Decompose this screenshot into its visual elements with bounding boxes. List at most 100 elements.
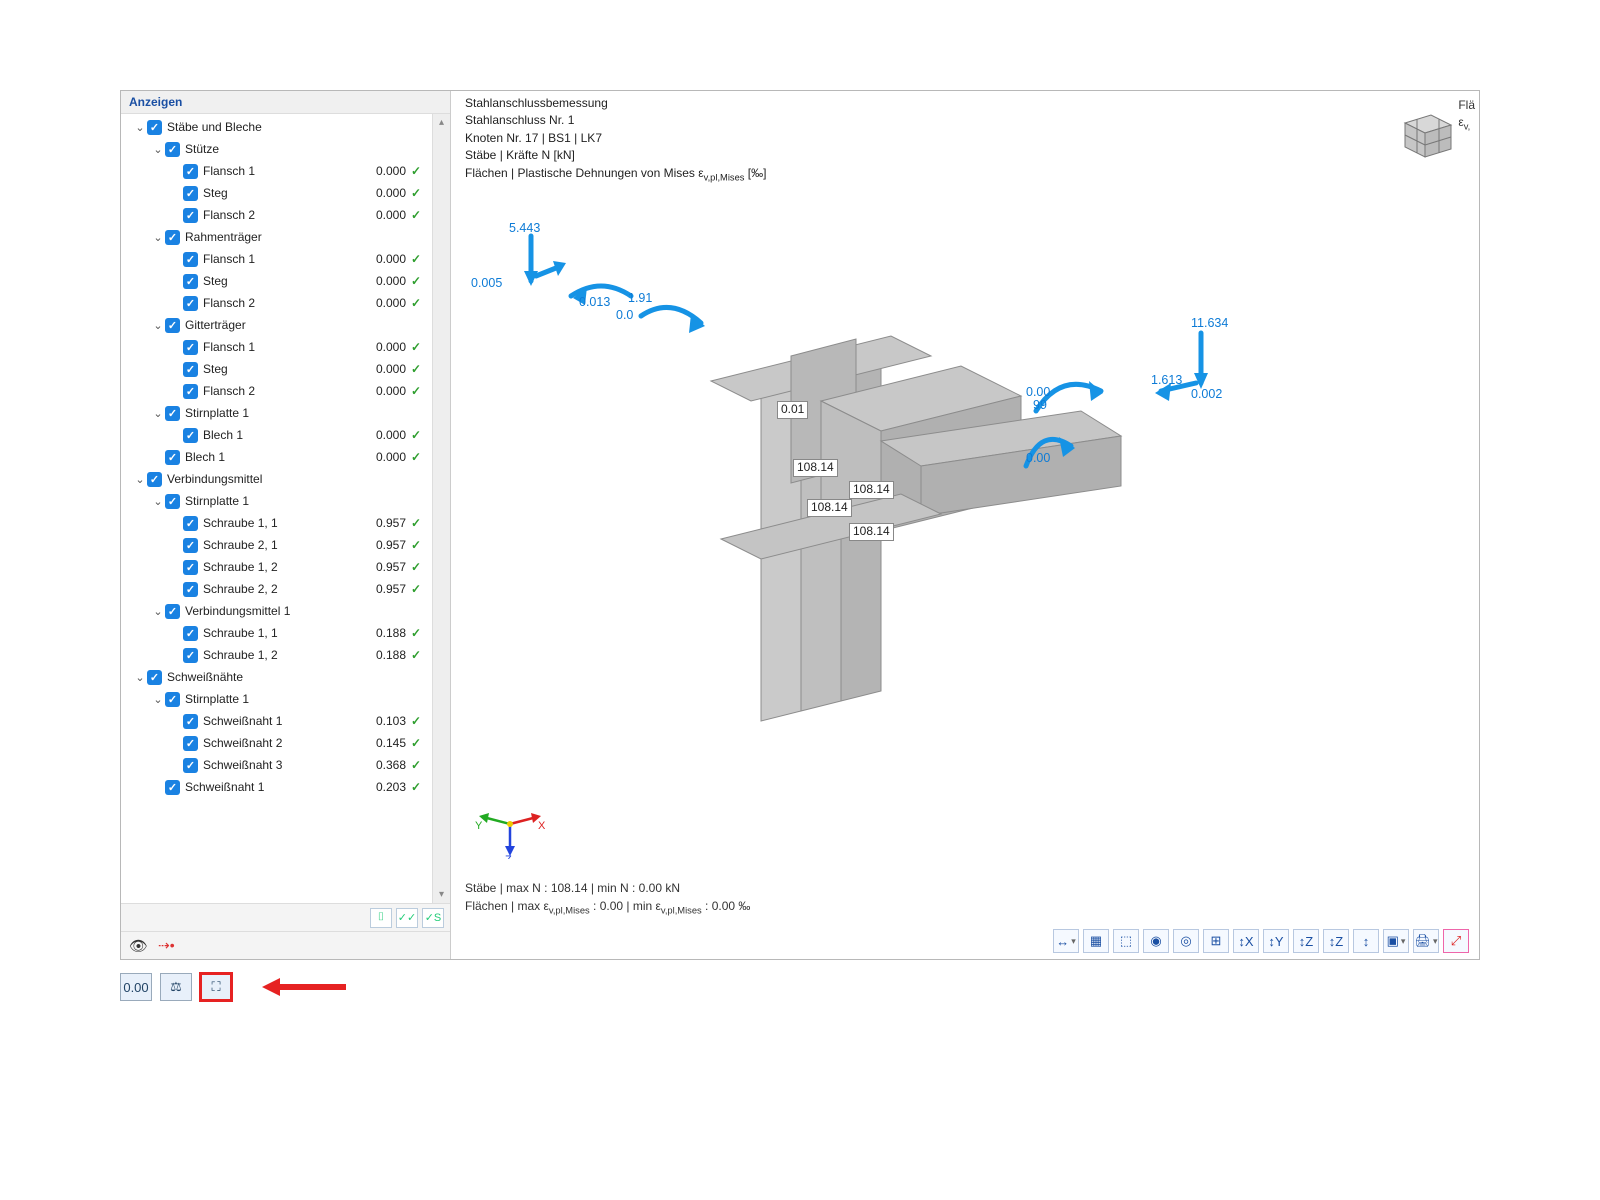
expand-chevron-icon[interactable]: ⌄ [151, 693, 165, 706]
visibility-checkbox[interactable] [165, 692, 180, 707]
tree-row[interactable]: ⌄Verbindungsmittel [125, 468, 432, 490]
viewport-tool-button[interactable]: ▣ [1383, 929, 1409, 953]
sidebar-tool-1[interactable]: ⌷ [370, 908, 392, 928]
visibility-checkbox[interactable] [183, 648, 198, 663]
visibility-checkbox[interactable] [165, 450, 180, 465]
visibility-checkbox[interactable] [183, 428, 198, 443]
expand-chevron-icon[interactable]: ⌄ [133, 671, 147, 684]
tree-row[interactable]: Schraube 2, 20.957✓ [125, 578, 432, 600]
tree-row[interactable]: Schraube 1, 20.188✓ [125, 644, 432, 666]
tree-row[interactable]: Steg0.000✓ [125, 270, 432, 292]
expand-chevron-icon[interactable]: ⌄ [151, 407, 165, 420]
visibility-checkbox[interactable] [183, 758, 198, 773]
expand-chevron-icon[interactable]: ⌄ [151, 231, 165, 244]
bottom-tab-3[interactable]: ⛶ [200, 973, 232, 1001]
visibility-checkbox[interactable] [165, 318, 180, 333]
visibility-checkbox[interactable] [183, 626, 198, 641]
tree-row[interactable]: Schraube 2, 10.957✓ [125, 534, 432, 556]
tree-row[interactable]: Steg0.000✓ [125, 358, 432, 380]
visibility-checkbox[interactable] [183, 164, 198, 179]
tree-row[interactable]: Schweißnaht 20.145✓ [125, 732, 432, 754]
visibility-checkbox[interactable] [147, 472, 162, 487]
tree-row[interactable]: Schraube 1, 10.957✓ [125, 512, 432, 534]
viewport-tool-button[interactable]: ◎ [1173, 929, 1199, 953]
viewport-tool-button[interactable]: 🖨 [1413, 929, 1439, 953]
viewport-tool-button[interactable]: ⊞ [1203, 929, 1229, 953]
tree-row[interactable]: Schweißnaht 10.203✓ [125, 776, 432, 798]
tree-row[interactable]: Blech 10.000✓ [125, 424, 432, 446]
visibility-checkbox[interactable] [183, 362, 198, 377]
visibility-checkbox[interactable] [183, 274, 198, 289]
tree-row[interactable]: ⌄Schweißnähte [125, 666, 432, 688]
visibility-checkbox[interactable] [165, 142, 180, 157]
tree-row[interactable]: Flansch 20.000✓ [125, 292, 432, 314]
bottom-tab-1[interactable]: 0.00 [120, 973, 152, 1001]
visibility-checkbox[interactable] [183, 340, 198, 355]
tree-row[interactable]: Flansch 10.000✓ [125, 160, 432, 182]
tree-row[interactable]: ⌄Stütze [125, 138, 432, 160]
tree-row[interactable]: ⌄Stirnplatte 1 [125, 490, 432, 512]
bottom-tab-2[interactable]: ⚖ [160, 973, 192, 1001]
visibility-checkbox[interactable] [183, 384, 198, 399]
tree-row[interactable]: ⌄Verbindungsmittel 1 [125, 600, 432, 622]
sidebar-tree[interactable]: ⌄Stäbe und Bleche⌄StützeFlansch 10.000✓S… [121, 114, 432, 903]
scroll-up-icon[interactable]: ▴ [439, 114, 444, 131]
tree-row[interactable]: Flansch 10.000✓ [125, 248, 432, 270]
viewport-tool-button[interactable]: ↕X [1233, 929, 1259, 953]
visibility-checkbox[interactable] [183, 538, 198, 553]
viewport-tool-button[interactable]: ▦ [1083, 929, 1109, 953]
viewport-tool-button[interactable]: ↕Z [1293, 929, 1319, 953]
tree-row[interactable]: Steg0.000✓ [125, 182, 432, 204]
visibility-checkbox[interactable] [165, 604, 180, 619]
visibility-checkbox[interactable] [183, 516, 198, 531]
expand-chevron-icon[interactable]: ⌄ [151, 143, 165, 156]
sidebar-tool-2[interactable]: ✓✓ [396, 908, 418, 928]
visibility-checkbox[interactable] [183, 208, 198, 223]
expand-chevron-icon[interactable]: ⌄ [151, 605, 165, 618]
tree-row[interactable]: ⌄Gitterträger [125, 314, 432, 336]
visibility-checkbox[interactable] [165, 780, 180, 795]
visibility-checkbox[interactable] [183, 560, 198, 575]
tree-row[interactable]: Flansch 20.000✓ [125, 380, 432, 402]
visibility-checkbox[interactable] [183, 736, 198, 751]
viewport-tool-button[interactable]: ↔ [1053, 929, 1079, 953]
pin-icon[interactable]: ⇢• [158, 937, 175, 954]
viewport-tool-button[interactable]: ↕Z [1323, 929, 1349, 953]
tree-row[interactable]: Blech 10.000✓ [125, 446, 432, 468]
tree-row[interactable]: ⌄Stirnplatte 1 [125, 402, 432, 424]
visibility-icon[interactable]: 👁 [129, 937, 148, 955]
scroll-down-icon[interactable]: ▾ [439, 886, 444, 903]
visibility-checkbox[interactable] [165, 406, 180, 421]
visibility-checkbox[interactable] [183, 296, 198, 311]
nav-cube[interactable] [1389, 103, 1459, 167]
tree-row[interactable]: ⌄Rahmenträger [125, 226, 432, 248]
viewport-tool-button[interactable]: ↕Y [1263, 929, 1289, 953]
expand-chevron-icon[interactable]: ⌄ [133, 473, 147, 486]
visibility-checkbox[interactable] [183, 186, 198, 201]
viewport-tool-button[interactable]: ⤢ [1443, 929, 1469, 953]
tree-row[interactable]: Schweißnaht 10.103✓ [125, 710, 432, 732]
axis-gizmo[interactable]: X Y Z [475, 799, 545, 859]
viewport-tool-button[interactable]: ↕ [1353, 929, 1379, 953]
visibility-checkbox[interactable] [183, 582, 198, 597]
visibility-checkbox[interactable] [147, 670, 162, 685]
tree-row[interactable]: Flansch 20.000✓ [125, 204, 432, 226]
viewport-3d[interactable]: Stahlanschlussbemessung Stahlanschluss N… [451, 91, 1479, 959]
visibility-checkbox[interactable] [147, 120, 162, 135]
tree-row[interactable]: ⌄Stirnplatte 1 [125, 688, 432, 710]
tree-row[interactable]: Schraube 1, 20.957✓ [125, 556, 432, 578]
tree-row[interactable]: Schweißnaht 30.368✓ [125, 754, 432, 776]
tree-row[interactable]: ⌄Stäbe und Bleche [125, 116, 432, 138]
visibility-checkbox[interactable] [165, 494, 180, 509]
expand-chevron-icon[interactable]: ⌄ [133, 121, 147, 134]
expand-chevron-icon[interactable]: ⌄ [151, 319, 165, 332]
viewport-tool-button[interactable]: ◉ [1143, 929, 1169, 953]
tree-scrollbar[interactable]: ▴ ▾ [432, 114, 450, 903]
visibility-checkbox[interactable] [183, 252, 198, 267]
expand-chevron-icon[interactable]: ⌄ [151, 495, 165, 508]
tree-row[interactable]: Schraube 1, 10.188✓ [125, 622, 432, 644]
tree-row[interactable]: Flansch 10.000✓ [125, 336, 432, 358]
visibility-checkbox[interactable] [183, 714, 198, 729]
viewport-tool-button[interactable]: ⬚ [1113, 929, 1139, 953]
sidebar-tool-3[interactable]: ✓S [422, 908, 444, 928]
